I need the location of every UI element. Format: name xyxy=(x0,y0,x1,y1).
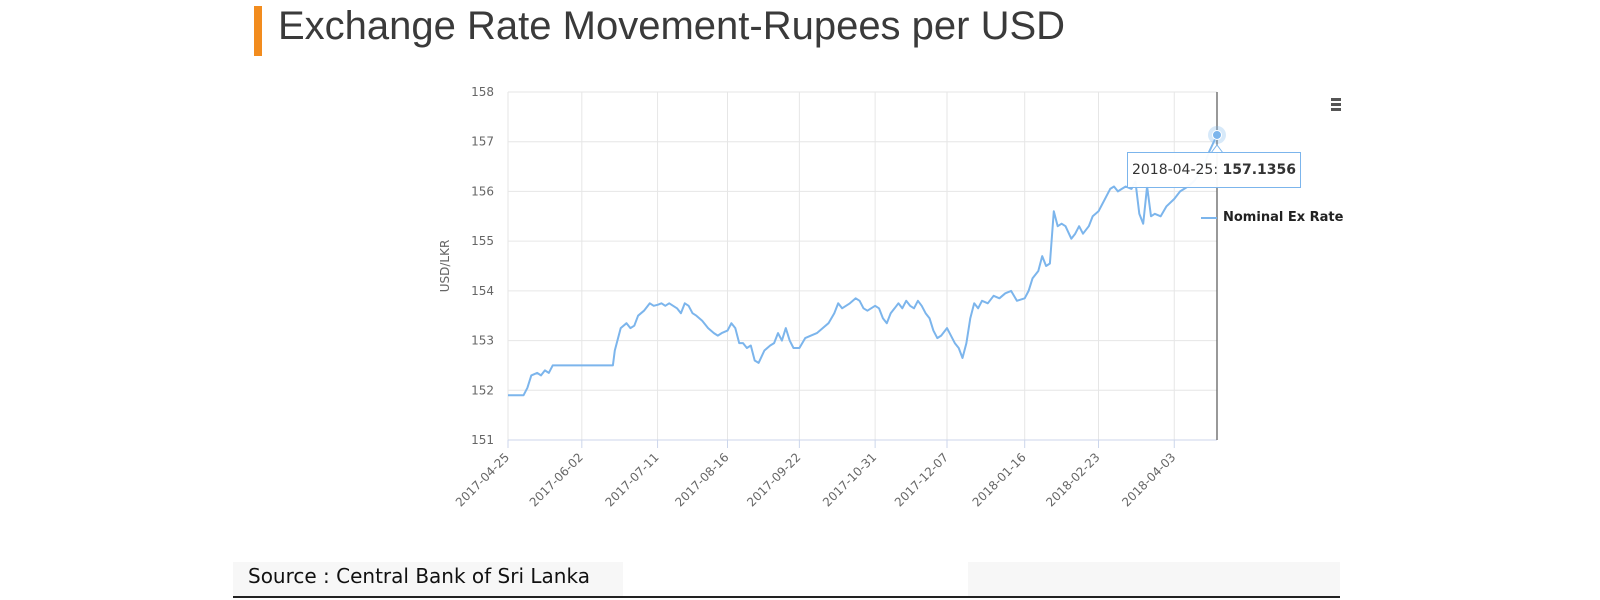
y-tick-label: 153 xyxy=(471,334,494,348)
line-chart: 151 152 153 154 155 156 157 158 2017-04-25 2017-0… xyxy=(438,85,1226,509)
series-line-nominal-ex-rate xyxy=(508,134,1218,397)
x-tick-label: 2018-04-03 xyxy=(1119,450,1178,509)
y-axis-title: USD/LKR xyxy=(438,240,452,293)
y-tick-label: 158 xyxy=(471,85,494,99)
x-tick-label: 2017-10-31 xyxy=(820,450,879,509)
y-tick-label: 157 xyxy=(471,135,494,149)
source-background xyxy=(233,562,623,596)
source-footer-rule xyxy=(233,562,1340,598)
chart-legend[interactable]: Nominal Ex Rate xyxy=(1201,210,1343,225)
x-tick-label: 2017-06-02 xyxy=(527,450,586,509)
tooltip-pointer xyxy=(1210,144,1224,154)
source-background-right xyxy=(968,562,1340,596)
page-title: Exchange Rate Movement-Rupees per USD xyxy=(278,4,1066,48)
legend-series-label: Nominal Ex Rate xyxy=(1223,210,1344,225)
y-tick-label: 151 xyxy=(471,433,494,447)
hamburger-menu-icon[interactable] xyxy=(1331,98,1343,112)
y-tick-label: 154 xyxy=(471,284,494,298)
x-tick-label: 2017-12-07 xyxy=(892,450,951,509)
tooltip-date: 2018-04-25: xyxy=(1131,162,1219,178)
hover-marker xyxy=(1212,129,1222,140)
x-tick-label: 2017-09-22 xyxy=(744,450,803,509)
x-tick-label: 2018-02-23 xyxy=(1043,450,1102,509)
source-caption: Source : Central Bank of Sri Lanka xyxy=(248,564,590,588)
y-tick-label: 156 xyxy=(471,184,494,198)
x-tick-label: 2017-08-16 xyxy=(672,450,731,509)
chart-tooltip: 2018-04-25: 157.1356 xyxy=(1127,152,1301,188)
title-accent-bar xyxy=(254,6,262,56)
y-tick-label: 152 xyxy=(471,383,494,397)
y-tick-label: 155 xyxy=(471,234,494,248)
legend-line-marker xyxy=(1201,216,1217,219)
tooltip-value: 157.1356 xyxy=(1222,162,1297,178)
x-tick-label: 2017-04-25 xyxy=(453,450,512,509)
x-tick-label: 2018-01-16 xyxy=(970,450,1029,509)
x-tick-label: 2017-07-11 xyxy=(602,450,661,509)
